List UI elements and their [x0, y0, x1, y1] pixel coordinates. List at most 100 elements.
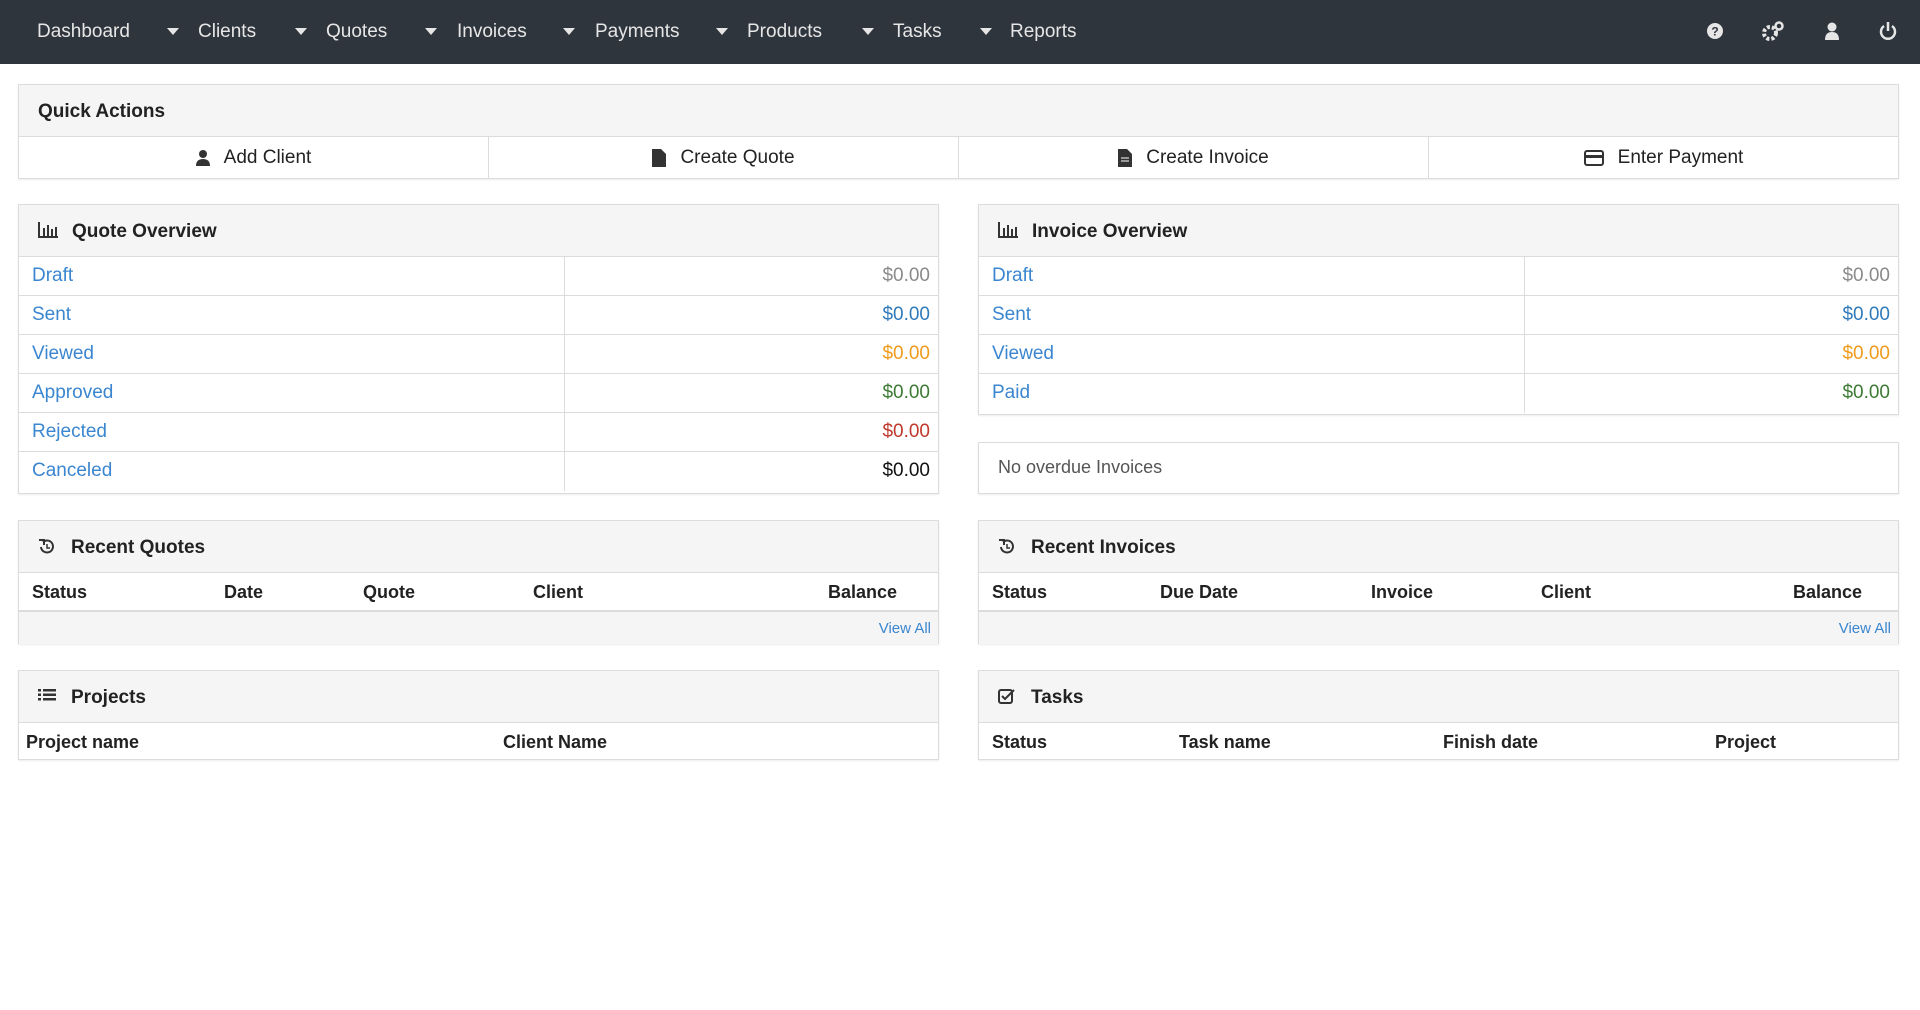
caret[interactable]	[980, 28, 992, 35]
icon	[1583, 150, 1604, 166]
panel-title: Recent Quotes	[71, 537, 206, 558]
table-header: Project name Client Name	[19, 723, 938, 760]
create-invoice-button[interactable]: Create Invoice	[959, 137, 1429, 179]
status-amount: $0.00	[882, 460, 930, 481]
column-header: Date	[224, 582, 264, 602]
nav-payments[interactable]: Payments	[595, 21, 680, 42]
status-row: Draft $0.00	[19, 257, 938, 296]
panel-header: Invoice Overview	[979, 205, 1898, 257]
status-link[interactable]: Rejected	[19, 413, 565, 451]
status-link[interactable]: Draft	[19, 257, 565, 295]
icon	[1118, 149, 1133, 167]
table-header: Status Due Date Invoice Client Balance	[979, 573, 1898, 612]
add-client-button[interactable]: Add Client	[19, 137, 489, 179]
caret[interactable]	[716, 28, 728, 35]
status-row: Canceled $0.00	[19, 452, 938, 491]
nav-quotes[interactable]: Quotes	[326, 21, 388, 42]
settings-icon[interactable]	[1762, 21, 1784, 41]
projects-panel: Projects Project name Client Name	[18, 670, 939, 760]
caret[interactable]	[425, 28, 437, 35]
icon	[39, 539, 54, 554]
column-header: Client Name	[503, 732, 608, 752]
panel-header: Tasks	[979, 671, 1898, 723]
panel-title: Quote Overview	[72, 221, 217, 242]
status-amount: $0.00	[1842, 343, 1890, 364]
recent-invoices-panel: Recent Invoices Status Due Date Invoice …	[978, 520, 1899, 644]
panel-title: Quick Actions	[38, 101, 166, 122]
column-header: Project	[1715, 732, 1777, 752]
logout-icon[interactable]	[1879, 21, 1897, 41]
status-row: Draft $0.00	[979, 257, 1898, 296]
column-header: Balance	[1792, 582, 1862, 602]
help-icon[interactable]: ?	[1706, 21, 1724, 41]
caret[interactable]	[167, 28, 179, 35]
column-header: Client	[533, 582, 584, 602]
panel-header: Quick Actions	[19, 85, 1898, 137]
status-amount: $0.00	[1842, 265, 1890, 286]
column-header: Finish date	[1443, 732, 1539, 752]
icon	[38, 222, 58, 238]
column-header: Invoice	[1371, 582, 1434, 602]
nav-clients[interactable]: Clients	[198, 21, 257, 42]
column-header: Client	[1541, 582, 1592, 602]
view-all-link[interactable]: View All	[1838, 620, 1891, 637]
nav-tasks[interactable]: Tasks	[893, 21, 942, 42]
quick-actions: Add Client Create Quote Create Invoice E…	[19, 137, 1898, 179]
panel-title: Recent Invoices	[1031, 537, 1176, 558]
column-header: Project name	[26, 732, 140, 752]
status-amount: $0.00	[1842, 382, 1890, 403]
button-label: Create Quote	[680, 147, 795, 168]
column-header: Quote	[363, 582, 415, 602]
status-link[interactable]: Viewed	[19, 335, 565, 373]
status-row: Viewed $0.00	[19, 335, 938, 374]
panel-header: Recent Quotes	[19, 521, 938, 573]
button-label: Add Client	[223, 147, 312, 168]
status-link[interactable]: Draft	[979, 257, 1525, 295]
status-amount: $0.00	[1842, 304, 1890, 325]
icon	[652, 149, 667, 167]
caret[interactable]	[563, 28, 575, 35]
overdue-panel: No overdue Invoices	[978, 442, 1899, 494]
status-row: Approved $0.00	[19, 374, 938, 413]
table-header: Status Task name Finish date Project	[979, 723, 1898, 760]
icon	[38, 689, 56, 701]
panel-title: Tasks	[1031, 687, 1084, 708]
caret[interactable]	[295, 28, 307, 35]
nav-products[interactable]: Products	[747, 21, 822, 42]
status-link[interactable]: Canceled	[19, 452, 565, 491]
icon	[998, 222, 1018, 238]
invoice-overview-panel: Invoice Overview Draft $0.00 Sent $0.00 View…	[978, 204, 1899, 415]
column-header: Status	[992, 582, 1048, 602]
status-link[interactable]: Viewed	[979, 335, 1525, 373]
status-table: Draft $0.00 Sent $0.00 Viewed $0.00 Approved $0…	[19, 257, 938, 491]
table-footer: View All	[19, 612, 938, 644]
nav-dashboard[interactable]: Dashboard	[37, 21, 130, 42]
status-row: Paid $0.00	[979, 374, 1898, 413]
view-all-link[interactable]: View All	[878, 620, 931, 637]
table-footer: View All	[979, 612, 1898, 644]
status-table: Draft $0.00 Sent $0.00 Viewed $0.00 Paid $0.00	[979, 257, 1898, 413]
status-amount: $0.00	[882, 265, 930, 286]
status-amount: $0.00	[882, 304, 930, 325]
table-header: Status Date Quote Client Balance	[19, 573, 938, 612]
status-link[interactable]: Sent	[979, 296, 1525, 334]
status-amount: $0.00	[882, 421, 930, 442]
user-icon[interactable]	[1824, 21, 1840, 41]
quote-overview-panel: Quote Overview Draft $0.00 Sent $0.00 Viewed…	[18, 204, 939, 494]
enter-payment-button[interactable]: Enter Payment	[1429, 137, 1898, 179]
icon	[999, 539, 1014, 554]
navbar: Dashboard Clients Quotes Invoices Paymen…	[0, 0, 1920, 64]
caret[interactable]	[862, 28, 874, 35]
nav-invoices[interactable]: Invoices	[457, 21, 527, 42]
create-quote-button[interactable]: Create Quote	[489, 137, 959, 179]
status-link[interactable]: Paid	[979, 374, 1525, 413]
panel-title: Projects	[71, 687, 146, 708]
nav-reports[interactable]: Reports	[1010, 21, 1077, 42]
status-amount: $0.00	[882, 343, 930, 364]
status-link[interactable]: Approved	[19, 374, 565, 412]
recent-quotes-panel: Recent Quotes Status Date Quote Client B…	[18, 520, 939, 644]
status-link[interactable]: Sent	[19, 296, 565, 334]
column-header: Status	[32, 582, 88, 602]
